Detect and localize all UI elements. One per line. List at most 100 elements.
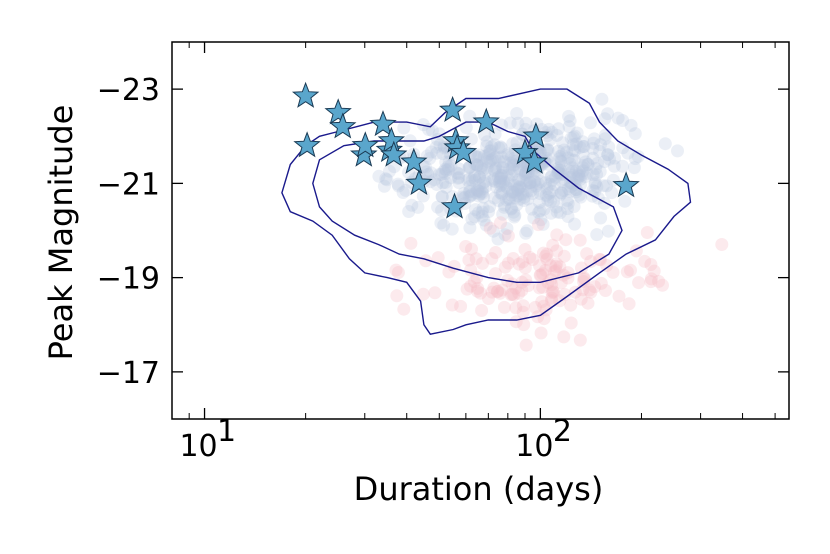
cloud-point-blue — [495, 168, 508, 182]
cloud-point-blue — [468, 173, 482, 187]
cloud-point-red — [550, 257, 564, 271]
cloud-point-red — [536, 267, 550, 281]
cloud-point-blue — [438, 162, 452, 176]
cloud-point-blue — [512, 162, 526, 176]
cloud-point-blue — [489, 161, 503, 175]
cloud-point-blue — [511, 182, 525, 196]
cloud-point-red — [573, 233, 587, 247]
cloud-point-blue — [475, 209, 489, 223]
cloud-point-red — [533, 281, 546, 295]
cloud-point-blue — [627, 161, 641, 175]
cloud-point-blue — [485, 140, 499, 154]
x-axis-label: Duration (days) — [354, 470, 604, 508]
star-marker — [449, 138, 478, 165]
cloud-point-blue — [571, 172, 584, 186]
cloud-point-blue — [542, 186, 556, 200]
cloud-point-blue — [573, 140, 587, 154]
cloud-point-blue — [478, 128, 492, 142]
cloud-point-blue — [572, 170, 586, 183]
cloud-point-blue — [425, 124, 439, 138]
cloud-point-blue — [480, 139, 494, 153]
cloud-point-red — [445, 298, 459, 312]
cloud-point-blue — [502, 191, 516, 205]
cloud-point-blue — [514, 187, 528, 201]
cloud-point-blue — [476, 182, 490, 196]
cloud-point-red — [545, 286, 559, 299]
cloud-point-red — [537, 299, 551, 313]
cloud-point-red — [584, 255, 598, 268]
cloud-point-blue — [431, 200, 445, 214]
cloud-point-blue — [418, 160, 432, 174]
star-marker — [438, 95, 467, 122]
cloud-point-blue — [574, 168, 588, 182]
cloud-point-blue — [524, 180, 538, 194]
star-marker — [377, 126, 406, 153]
svg-text:2: 2 — [553, 414, 572, 449]
cloud-point-blue — [437, 139, 451, 153]
cloud-point-blue — [512, 172, 526, 186]
cloud-point-red — [460, 282, 474, 296]
cloud-point-red — [549, 264, 563, 278]
cloud-point-blue — [467, 171, 481, 185]
cloud-point-blue — [566, 169, 580, 182]
cloud-point-red — [715, 238, 729, 251]
cloud-point-blue — [476, 163, 490, 177]
cloud-point-blue — [495, 186, 509, 200]
star-marker — [612, 171, 640, 198]
cloud-point-blue — [421, 168, 435, 181]
cloud-point-blue — [482, 156, 496, 169]
cloud-point-blue — [539, 143, 553, 157]
cloud-point-blue — [517, 190, 531, 204]
cloud-point-blue — [506, 185, 519, 199]
cloud-point-blue — [590, 168, 604, 182]
cloud-point-blue — [435, 190, 449, 204]
cloud-point-blue — [581, 158, 595, 172]
cloud-point-red — [467, 275, 481, 289]
cloud-point-blue — [463, 179, 477, 193]
cloud-point-blue — [525, 202, 539, 216]
cloud-point-blue — [533, 187, 547, 201]
cloud-point-red — [600, 259, 614, 272]
cloud-point-blue — [557, 143, 571, 157]
cloud-point-blue — [495, 187, 509, 201]
cloud-point-blue — [590, 228, 604, 242]
cloud-point-blue — [618, 194, 632, 208]
cloud-point-red — [574, 292, 588, 306]
cloud-point-blue — [555, 148, 569, 162]
contour-inner — [312, 121, 623, 283]
cloud-point-blue — [510, 198, 524, 212]
cloud-point-red — [545, 278, 559, 292]
cloud-point-blue — [521, 192, 535, 206]
cloud-point-blue — [564, 131, 578, 145]
cloud-point-blue — [505, 162, 519, 176]
star-marker — [329, 112, 357, 139]
cloud-point-blue — [480, 161, 494, 175]
cloud-point-blue — [470, 183, 484, 197]
cloud-point-blue — [464, 132, 478, 146]
cloud-point-blue — [472, 148, 486, 162]
cloud-point-blue — [519, 116, 533, 130]
cloud-point-blue — [473, 187, 487, 201]
cloud-point-blue — [470, 158, 484, 172]
cloud-point-red — [554, 276, 568, 290]
cloud-point-red — [546, 238, 560, 252]
cloud-point-red — [509, 281, 523, 295]
cloud-point-blue — [481, 148, 495, 161]
cloud-point-red — [465, 242, 478, 256]
star-marker — [522, 121, 550, 148]
cloud-point-blue — [473, 170, 486, 184]
cloud-point-blue — [557, 184, 571, 198]
cloud-point-red — [516, 299, 530, 313]
cloud-point-blue — [472, 184, 486, 198]
cloud-point-blue — [563, 170, 577, 184]
cloud-point-blue — [628, 152, 642, 166]
y-axis-label: Peak Magnitude — [42, 105, 80, 361]
cloud-point-blue — [428, 173, 441, 187]
cloud-point-blue — [501, 147, 515, 161]
cloud-point-blue — [596, 179, 610, 193]
cloud-point-red — [550, 244, 564, 258]
cloud-point-blue — [549, 200, 563, 214]
cloud-point-blue — [475, 205, 489, 219]
cloud-point-blue — [520, 184, 534, 198]
cloud-point-blue — [472, 189, 486, 203]
